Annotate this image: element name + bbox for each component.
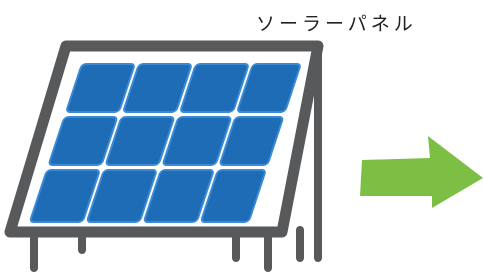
page: ソーラーパネル (() => { const data = JSON.parse… bbox=[0, 0, 483, 274]
arrow bbox=[360, 136, 483, 208]
illustration: ソーラーパネル bbox=[0, 0, 483, 274]
panel-label: ソーラーパネル bbox=[256, 13, 417, 35]
